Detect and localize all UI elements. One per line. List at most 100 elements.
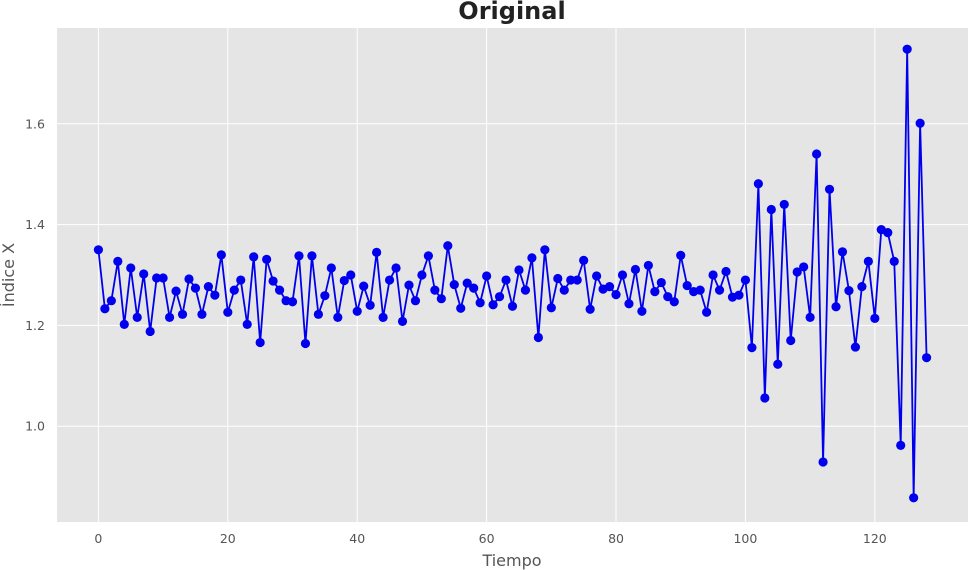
data-point bbox=[469, 283, 479, 293]
data-point bbox=[404, 280, 414, 290]
data-point bbox=[850, 342, 861, 352]
data-point bbox=[333, 312, 343, 322]
chart-title: Original bbox=[458, 0, 565, 25]
y-axis-ticks: 1.0 1.2 1.4 1.6 bbox=[25, 116, 45, 433]
data-point bbox=[831, 302, 841, 312]
x-axis-label: Tiempo bbox=[481, 551, 541, 570]
data-point bbox=[766, 204, 776, 215]
data-point bbox=[507, 301, 518, 311]
data-point bbox=[268, 276, 278, 286]
x-tick-label: 20 bbox=[220, 531, 236, 546]
data-point bbox=[501, 275, 511, 285]
data-point bbox=[889, 256, 899, 266]
data-point bbox=[255, 337, 265, 348]
data-point bbox=[611, 290, 621, 300]
data-point bbox=[650, 287, 660, 297]
data-point bbox=[585, 304, 595, 314]
data-point bbox=[184, 274, 194, 284]
data-point bbox=[307, 251, 317, 261]
data-point bbox=[443, 241, 453, 251]
data-point bbox=[126, 263, 136, 273]
data-point bbox=[805, 312, 815, 322]
data-point bbox=[656, 277, 666, 288]
data-point bbox=[637, 306, 647, 316]
x-tick-label: 0 bbox=[94, 531, 102, 546]
data-point bbox=[811, 149, 822, 159]
data-point bbox=[909, 493, 919, 503]
data-point bbox=[359, 281, 369, 291]
data-point bbox=[229, 285, 239, 295]
x-axis-ticks: 0 20 40 60 80 100 120 bbox=[94, 531, 886, 546]
data-point bbox=[475, 298, 485, 308]
data-point bbox=[630, 264, 641, 275]
data-point bbox=[242, 319, 252, 329]
data-point bbox=[210, 290, 220, 300]
data-point bbox=[223, 307, 233, 317]
data-point bbox=[294, 251, 304, 261]
data-point bbox=[190, 283, 201, 293]
data-point bbox=[171, 286, 181, 296]
data-point bbox=[786, 335, 796, 346]
data-point bbox=[203, 281, 214, 292]
y-tick-label: 1.4 bbox=[25, 217, 45, 232]
x-tick-label: 100 bbox=[733, 531, 757, 546]
data-point bbox=[423, 251, 433, 261]
data-point bbox=[753, 179, 763, 189]
data-point bbox=[177, 309, 188, 319]
data-point bbox=[553, 273, 563, 284]
data-point bbox=[449, 279, 459, 290]
y-axis-label: Índice X bbox=[0, 243, 18, 307]
data-point bbox=[326, 263, 336, 273]
data-point bbox=[617, 270, 628, 280]
data-point bbox=[391, 263, 401, 273]
data-point bbox=[158, 273, 168, 283]
data-point bbox=[346, 270, 356, 280]
x-tick-label: 120 bbox=[863, 531, 887, 546]
data-point bbox=[540, 245, 550, 255]
data-point bbox=[533, 332, 543, 343]
data-point bbox=[792, 267, 802, 277]
data-point bbox=[915, 118, 925, 128]
data-point bbox=[572, 275, 582, 285]
data-point bbox=[702, 307, 712, 317]
data-point bbox=[236, 275, 246, 285]
y-tick-label: 1.2 bbox=[25, 318, 45, 333]
data-point bbox=[456, 303, 466, 313]
data-point bbox=[410, 296, 421, 306]
data-point bbox=[320, 291, 330, 301]
data-point bbox=[863, 256, 873, 266]
data-point bbox=[902, 44, 912, 54]
data-point bbox=[132, 312, 142, 322]
data-point bbox=[494, 292, 505, 302]
data-point bbox=[799, 262, 809, 272]
x-tick-label: 80 bbox=[608, 531, 624, 546]
data-point bbox=[113, 256, 123, 266]
data-point bbox=[773, 359, 783, 369]
data-point bbox=[93, 245, 104, 255]
data-point bbox=[624, 299, 634, 309]
data-point bbox=[779, 199, 789, 210]
data-point bbox=[857, 281, 867, 292]
data-point bbox=[384, 275, 395, 285]
data-point bbox=[818, 457, 828, 467]
data-point bbox=[197, 309, 207, 319]
data-point bbox=[695, 285, 705, 295]
data-point bbox=[106, 296, 116, 306]
data-point bbox=[139, 269, 149, 279]
data-point bbox=[274, 285, 285, 295]
grid-lines bbox=[57, 28, 968, 522]
x-tick-label: 40 bbox=[349, 531, 365, 546]
data-point bbox=[721, 266, 731, 277]
data-point bbox=[566, 275, 576, 285]
data-point bbox=[896, 440, 906, 450]
series-layer bbox=[93, 44, 932, 503]
x-tick-label: 60 bbox=[479, 531, 495, 546]
data-point bbox=[669, 297, 679, 307]
data-point bbox=[824, 184, 835, 194]
data-point bbox=[100, 304, 110, 314]
data-point bbox=[870, 313, 880, 323]
data-point bbox=[760, 393, 770, 403]
data-point bbox=[844, 286, 854, 296]
data-point bbox=[714, 285, 725, 295]
